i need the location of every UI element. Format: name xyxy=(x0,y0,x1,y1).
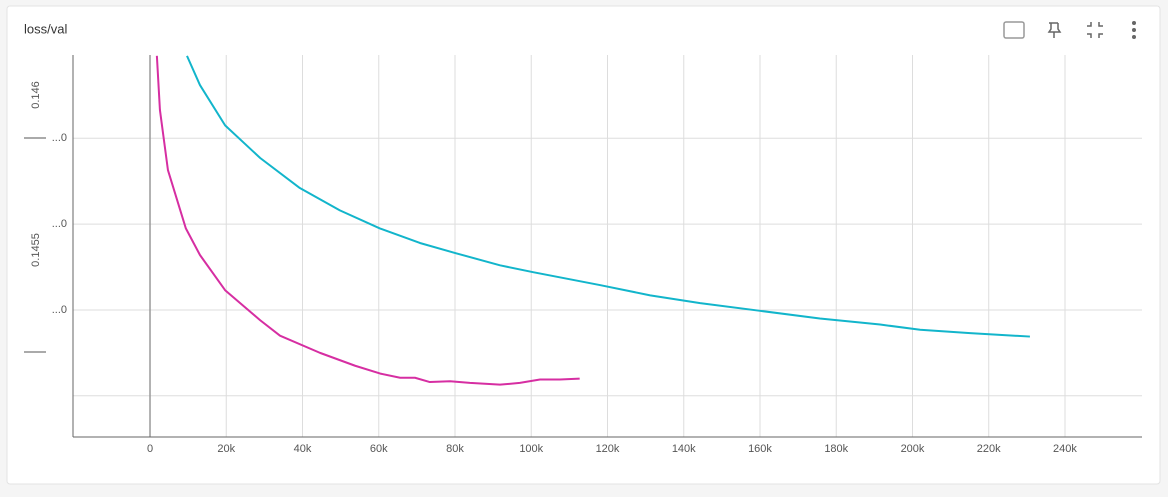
y-axis-annotation: 0.146 xyxy=(30,81,42,109)
x-tick-label: 0 xyxy=(147,443,153,455)
chart-title: loss/val xyxy=(24,21,67,36)
lines xyxy=(155,55,1030,386)
x-tick-label: 80k xyxy=(446,443,464,455)
x-tick-label: 140k xyxy=(672,443,696,455)
x-tick-label: 240k xyxy=(1053,443,1077,455)
series-line xyxy=(186,55,1030,338)
menu-icon[interactable] xyxy=(1132,21,1136,39)
x-tick-label: 120k xyxy=(596,443,620,455)
x-tick-label: 180k xyxy=(824,443,848,455)
labels: ...0 ...0 ...0 0 20k 40k 60k 80k 100k 120k 140k 160… xyxy=(30,81,1078,455)
x-tick-label: 100k xyxy=(519,443,543,455)
x-tick-label: 200k xyxy=(901,443,925,455)
x-tick-label: 220k xyxy=(977,443,1001,455)
y-tick-label: ...0 xyxy=(52,304,67,316)
fit-icon[interactable] xyxy=(1003,21,1025,39)
grid xyxy=(73,55,1142,437)
y-axis-annotation: 0.1455 xyxy=(30,233,42,267)
x-tick-label: 20k xyxy=(217,443,235,455)
x-tick-label: 60k xyxy=(370,443,388,455)
x-tick-label: 160k xyxy=(748,443,772,455)
toolbar xyxy=(1003,21,1136,39)
x-tick-label: 40k xyxy=(294,443,312,455)
y-tick-label: ...0 xyxy=(52,132,67,144)
pin-icon[interactable] xyxy=(1047,22,1062,38)
y-tick-label: ...0 xyxy=(52,218,67,230)
collapse-icon[interactable] xyxy=(1087,22,1103,38)
series-line xyxy=(155,55,580,386)
card xyxy=(6,5,1161,485)
